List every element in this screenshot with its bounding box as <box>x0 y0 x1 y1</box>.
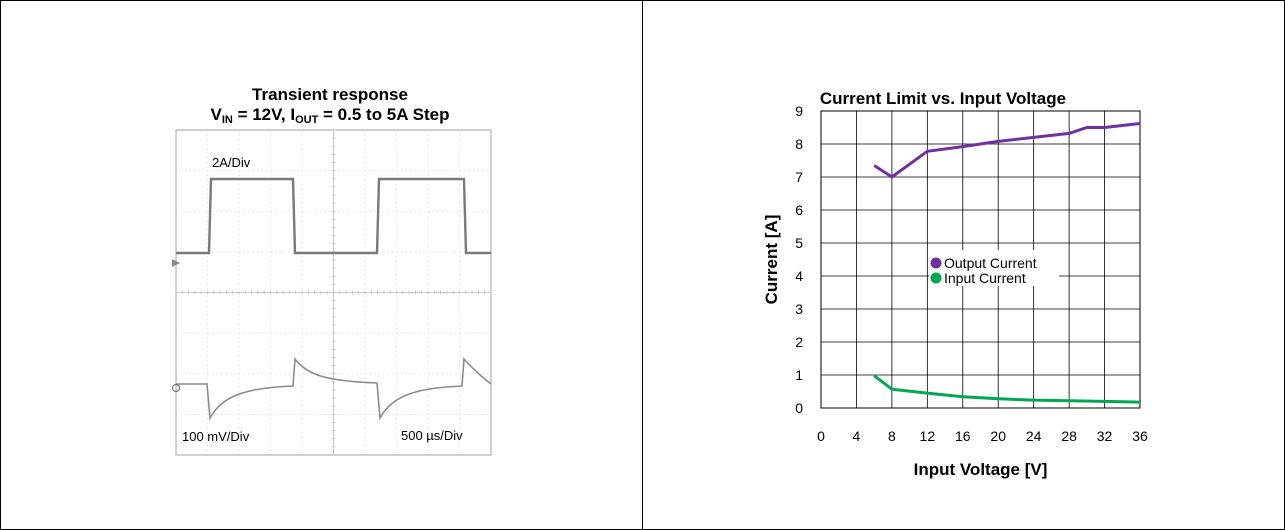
y-tick-label: 4 <box>795 268 803 284</box>
scope-title-end: = 0.5 to 5A Step <box>318 105 450 124</box>
scope-title-v-sub: IN <box>221 114 233 126</box>
scope-title-mid: = 12V, I <box>232 105 296 124</box>
x-tick-label: 20 <box>990 428 1006 444</box>
series-line-output-current <box>873 122 1141 179</box>
x-tick-label: 28 <box>1061 428 1077 444</box>
scope-marker-current <box>172 259 180 267</box>
legend-box <box>929 250 1059 286</box>
scope-label-voltage: 100 mV/Div <box>182 429 250 444</box>
x-tick-label: 0 <box>817 428 825 444</box>
chart-series <box>873 122 1141 404</box>
scope-title-i-sub: OUT <box>295 114 319 126</box>
panel-divider <box>642 0 643 530</box>
scope-current-trace <box>176 177 491 255</box>
y-tick-label: 2 <box>795 334 803 350</box>
x-axis-label: Input Voltage [V] <box>914 460 1048 479</box>
scope-marker-voltage <box>172 384 180 392</box>
x-tick-label: 32 <box>1097 428 1113 444</box>
legend-label: Input Current <box>944 270 1026 286</box>
scope-panel: Transient response VIN = 12V, IOUT = 0.5… <box>0 0 642 530</box>
y-tick-label: 6 <box>795 202 803 218</box>
scope-title-line1: Transient response <box>252 85 408 104</box>
legend-marker <box>930 272 942 284</box>
series-line-input-current <box>873 374 1141 404</box>
y-tick-label: 0 <box>795 400 803 416</box>
x-tick-label: 12 <box>920 428 936 444</box>
scope-voltage-trace <box>176 356 492 421</box>
x-tick-label: 16 <box>955 428 971 444</box>
scope-title-v: V <box>210 105 222 124</box>
scope-grid <box>175 129 492 456</box>
chart-panel: Current Limit vs. Input Voltage 0 4 8 12 16 2… <box>643 0 1285 530</box>
legend-marker <box>930 257 942 269</box>
scope-title: Transient response VIN = 12V, IOUT = 0.5… <box>120 85 540 127</box>
plot-area <box>820 110 1141 409</box>
scope-title-line2: VIN = 12V, IOUT = 0.5 to 5A Step <box>120 105 540 127</box>
x-tick-label: 36 <box>1132 428 1148 444</box>
x-tick-label: 4 <box>853 428 861 444</box>
scope-label-time: 500 µs/Div <box>401 428 463 443</box>
scope-screen: 2A/Div 100 mV/Div 500 µs/Div <box>172 129 492 456</box>
y-tick-label: 5 <box>795 235 803 251</box>
y-tick-label: 1 <box>795 367 803 383</box>
x-tick-label: 8 <box>888 428 896 444</box>
y-tick-label: 8 <box>795 136 803 152</box>
y-tick-label: 3 <box>795 301 803 317</box>
y-tick-label: 7 <box>795 169 803 185</box>
x-tick-label: 24 <box>1026 428 1042 444</box>
y-tick-label: 9 <box>795 103 803 119</box>
legend-label: Output Current <box>944 255 1037 271</box>
chart-title: Current Limit vs. Input Voltage <box>819 89 1067 108</box>
y-axis-label: Current [A] <box>762 215 781 305</box>
scope-label-current: 2A/Div <box>212 155 251 170</box>
